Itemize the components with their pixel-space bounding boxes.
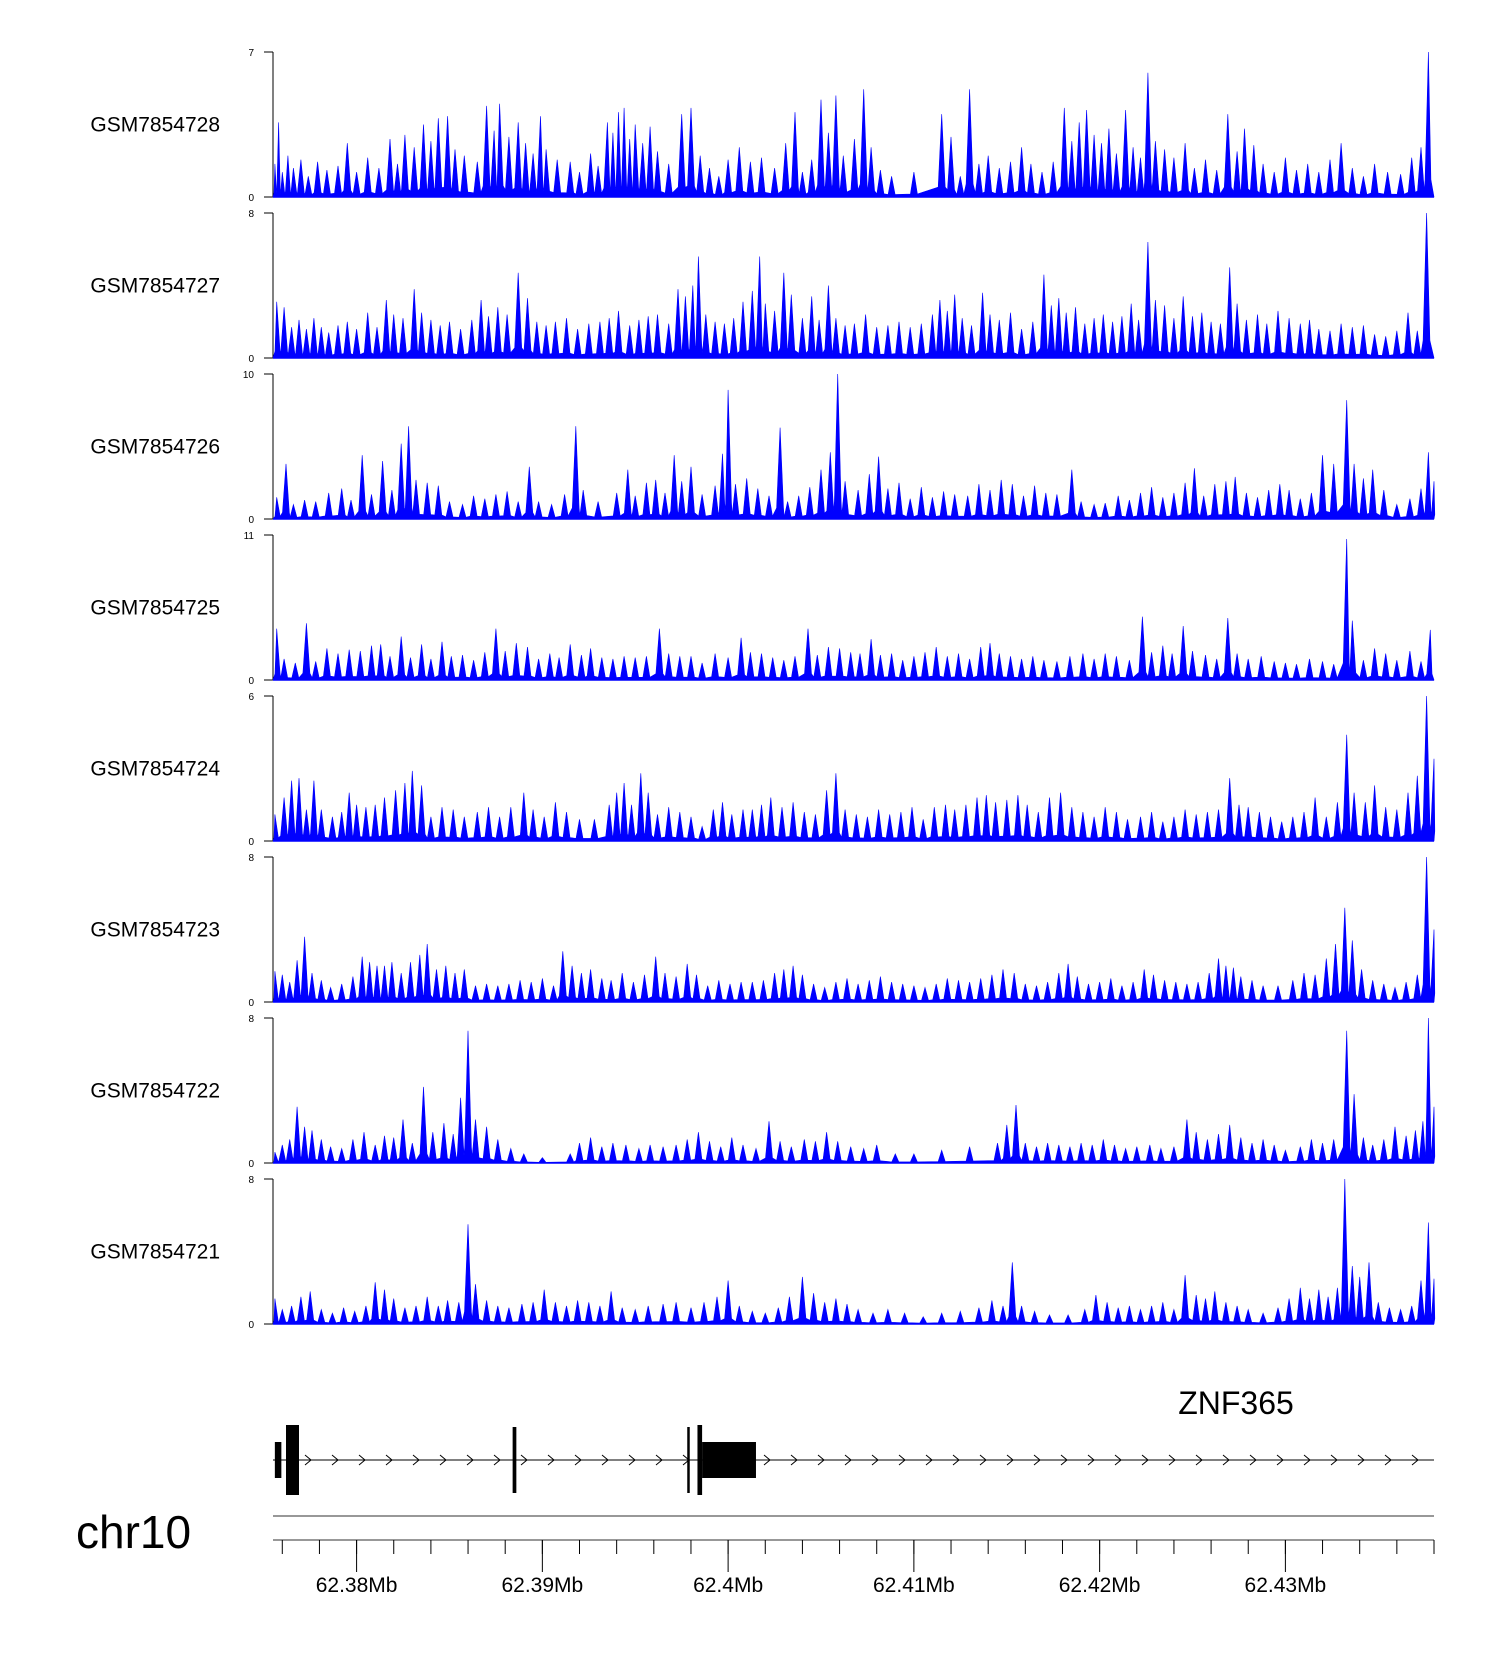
y-max-label: 8 — [248, 1175, 254, 1186]
strand-arrow — [1303, 1454, 1311, 1466]
gene-exon-block — [687, 1427, 690, 1493]
strand-arrow — [898, 1454, 906, 1466]
strand-arrow — [466, 1454, 474, 1466]
y-min-label: 0 — [248, 1320, 254, 1331]
y-min-label: 0 — [248, 1159, 254, 1170]
strand-arrow — [439, 1454, 447, 1466]
track-label: GSM7854728 — [90, 114, 220, 137]
signal-area — [272, 373, 1436, 520]
signal-area — [272, 1017, 1436, 1164]
y-max-label: 8 — [248, 853, 254, 864]
strand-arrow — [547, 1454, 555, 1466]
strand-arrow — [1249, 1454, 1257, 1466]
track-label: GSM7854725 — [90, 597, 220, 620]
strand-arrow — [1087, 1454, 1095, 1466]
y-max-label: 8 — [248, 209, 254, 220]
strand-arrow — [412, 1454, 420, 1466]
y-min-label: 0 — [248, 998, 254, 1009]
y-max-label: 6 — [248, 692, 254, 703]
track-GSM7854721: GSM7854721 8 0 — [90, 1175, 1436, 1331]
gene-exon-block — [512, 1427, 517, 1493]
y-min-label: 0 — [248, 354, 254, 365]
strand-arrow — [1033, 1454, 1041, 1466]
strand-arrow — [493, 1454, 501, 1466]
strand-arrow — [358, 1454, 366, 1466]
track-label: GSM7854724 — [90, 758, 220, 781]
strand-arrow — [1384, 1454, 1392, 1466]
chromosome-label: chr10 — [76, 1506, 191, 1558]
y-max-label: 8 — [248, 1014, 254, 1025]
y-min-label: 0 — [248, 515, 254, 526]
signal-area — [272, 856, 1436, 1003]
strand-arrow — [1276, 1454, 1284, 1466]
track-GSM7854724: GSM7854724 6 0 — [90, 692, 1436, 848]
genome-axis: chr10 62.38Mb 62.39Mb 62.4Mb 62.41Mb 62.42Mb… — [76, 1506, 1435, 1597]
strand-arrow — [331, 1454, 339, 1466]
strand-arrow — [763, 1454, 771, 1466]
strand-arrow — [1141, 1454, 1149, 1466]
gene-exon-block — [702, 1442, 756, 1478]
strand-arrow — [925, 1454, 933, 1466]
strand-arrow — [520, 1454, 528, 1466]
axis-tick-label: 62.42Mb — [1059, 1574, 1141, 1597]
track-GSM7854723: GSM7854723 8 0 — [90, 853, 1436, 1009]
strand-arrow — [574, 1454, 582, 1466]
y-max-label: 11 — [244, 531, 255, 542]
strand-arrow — [1411, 1454, 1419, 1466]
gene-utr-block — [274, 1442, 282, 1478]
axis-tick-label: 62.4Mb — [693, 1574, 763, 1597]
axis-tick-label: 62.39Mb — [501, 1574, 583, 1597]
strand-arrow — [844, 1454, 852, 1466]
track-label: GSM7854727 — [90, 275, 220, 298]
strand-arrow — [628, 1454, 636, 1466]
gene-exon-block — [286, 1425, 300, 1495]
signal-area — [272, 212, 1435, 359]
track-GSM7854726: GSM7854726 10 0 — [90, 370, 1436, 526]
strand-arrow — [790, 1454, 798, 1466]
strand-arrow — [817, 1454, 825, 1466]
strand-arrow — [655, 1454, 663, 1466]
gene-exon-block — [697, 1425, 703, 1495]
axis-tick-label: 62.41Mb — [873, 1574, 955, 1597]
strand-arrow — [601, 1454, 609, 1466]
strand-arrow — [1114, 1454, 1122, 1466]
strand-arrow — [1357, 1454, 1365, 1466]
track-label: GSM7854726 — [90, 436, 220, 459]
strand-arrow — [1060, 1454, 1068, 1466]
strand-arrow — [1195, 1454, 1203, 1466]
track-label: GSM7854723 — [90, 919, 220, 942]
strand-arrow — [1222, 1454, 1230, 1466]
data-tracks: GSM785472870GSM785472780GSM7854726100GSM… — [90, 48, 1436, 1331]
strand-arrow — [1168, 1454, 1176, 1466]
axis-tick-label: 62.43Mb — [1245, 1574, 1327, 1597]
y-max-label: 7 — [248, 48, 254, 59]
track-GSM7854722: GSM7854722 8 0 — [90, 1014, 1436, 1170]
y-max-label: 10 — [243, 370, 255, 381]
track-label: GSM7854721 — [90, 1241, 220, 1264]
strand-arrow — [979, 1454, 987, 1466]
strand-arrow — [1006, 1454, 1014, 1466]
gene-annotation-track: ZNF365 — [273, 1385, 1434, 1495]
strand-arrow — [952, 1454, 960, 1466]
signal-area — [272, 1178, 1436, 1325]
y-min-label: 0 — [248, 837, 254, 848]
signal-area — [272, 538, 1435, 681]
y-min-label: 0 — [248, 193, 254, 204]
strand-arrow — [1330, 1454, 1338, 1466]
signal-area — [272, 51, 1435, 198]
track-label: GSM7854722 — [90, 1080, 220, 1103]
track-GSM7854725: GSM7854725 11 0 — [90, 531, 1435, 687]
gene-label: ZNF365 — [1178, 1385, 1294, 1421]
signal-area — [272, 695, 1436, 842]
track-GSM7854728: GSM7854728 7 0 — [90, 48, 1435, 204]
y-min-label: 0 — [248, 676, 254, 687]
strand-arrow — [871, 1454, 879, 1466]
strand-arrow — [304, 1454, 312, 1466]
strand-arrow — [385, 1454, 393, 1466]
axis-tick-label: 62.38Mb — [316, 1574, 398, 1597]
track-GSM7854727: GSM7854727 8 0 — [90, 209, 1435, 365]
